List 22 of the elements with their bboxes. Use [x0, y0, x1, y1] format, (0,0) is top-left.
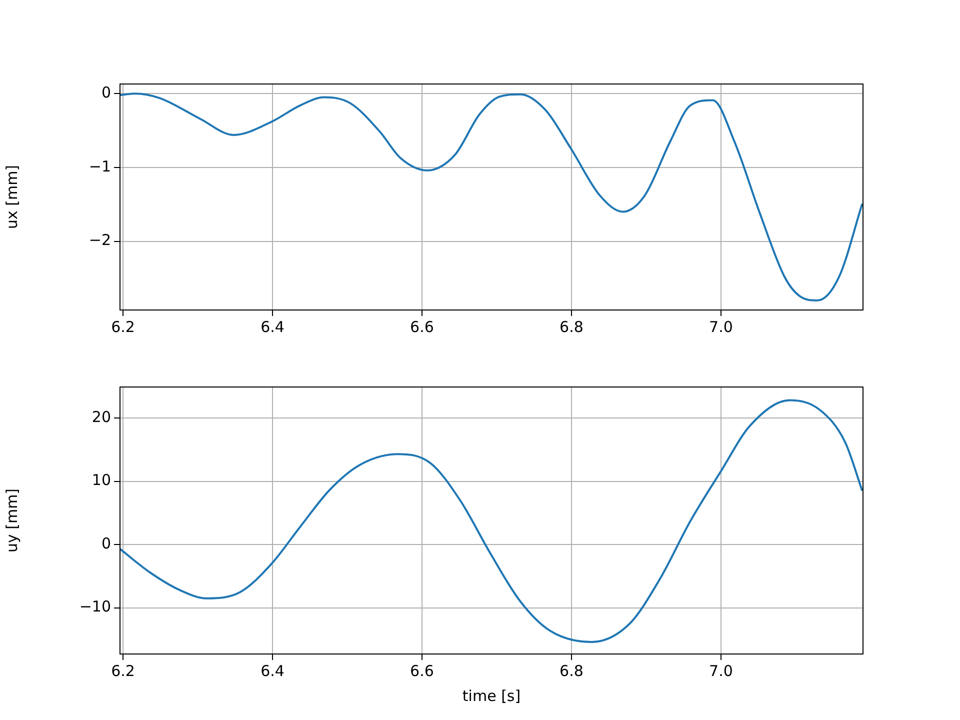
y-tick-label: −1	[88, 157, 111, 176]
x-axis-title: time [s]	[462, 686, 521, 705]
y-axis-title: ux [mm]	[2, 164, 21, 230]
y-axis-title: uy [mm]	[2, 488, 21, 553]
x-tick-label: 6.8	[560, 318, 584, 336]
y-tick-label: 20	[92, 408, 111, 426]
y-tick-label: 10	[92, 471, 111, 490]
x-tick-label: 6.8	[560, 662, 584, 680]
x-tick-label: 6.4	[260, 662, 284, 680]
y-tick-label: −2	[88, 231, 111, 250]
x-tick-label: 6.2	[111, 318, 135, 336]
x-tick-label: 7.0	[709, 662, 733, 680]
x-tick-label: 6.2	[111, 662, 135, 680]
x-tick-label: 7.0	[709, 318, 733, 336]
x-tick-label: 6.6	[410, 318, 434, 336]
x-tick-label: 6.4	[260, 318, 284, 336]
line-series	[120, 399, 863, 643]
x-tick-label: 6.6	[410, 662, 434, 680]
y-tick-label: 0	[101, 534, 111, 552]
line-series	[120, 92, 863, 302]
y-tick-label: −10	[79, 598, 111, 616]
y-tick-label: 0	[101, 83, 111, 102]
